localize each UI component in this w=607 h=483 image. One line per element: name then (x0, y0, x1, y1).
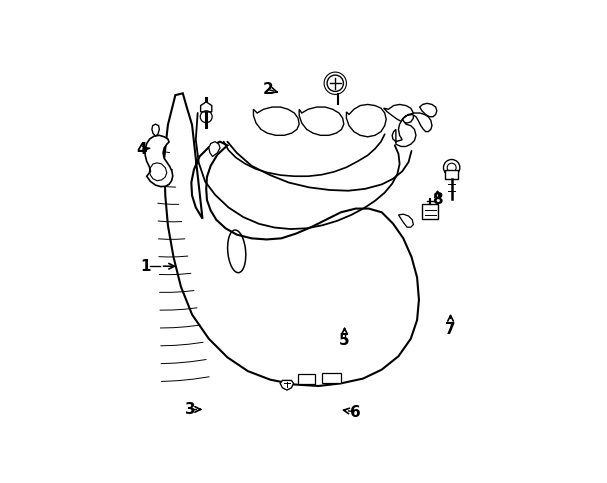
Text: 7: 7 (446, 322, 456, 337)
Polygon shape (347, 104, 386, 137)
Text: 2: 2 (263, 82, 274, 97)
Text: 4: 4 (137, 142, 147, 156)
Text: 5: 5 (339, 333, 350, 348)
Polygon shape (422, 204, 438, 219)
Polygon shape (145, 135, 173, 186)
Polygon shape (392, 113, 432, 146)
Polygon shape (254, 107, 299, 135)
Polygon shape (419, 103, 437, 117)
Polygon shape (322, 373, 341, 384)
Polygon shape (280, 381, 294, 390)
Text: 6: 6 (350, 405, 361, 420)
Text: 3: 3 (185, 402, 195, 417)
Text: 1: 1 (140, 259, 151, 274)
Polygon shape (209, 142, 220, 156)
Polygon shape (299, 374, 315, 384)
Polygon shape (164, 93, 419, 386)
Polygon shape (398, 214, 413, 227)
Circle shape (444, 159, 460, 176)
Text: 8: 8 (432, 192, 443, 207)
Polygon shape (201, 102, 212, 112)
Polygon shape (445, 170, 458, 179)
Polygon shape (299, 107, 344, 135)
Circle shape (327, 75, 344, 91)
Polygon shape (152, 124, 160, 136)
Polygon shape (384, 104, 413, 123)
